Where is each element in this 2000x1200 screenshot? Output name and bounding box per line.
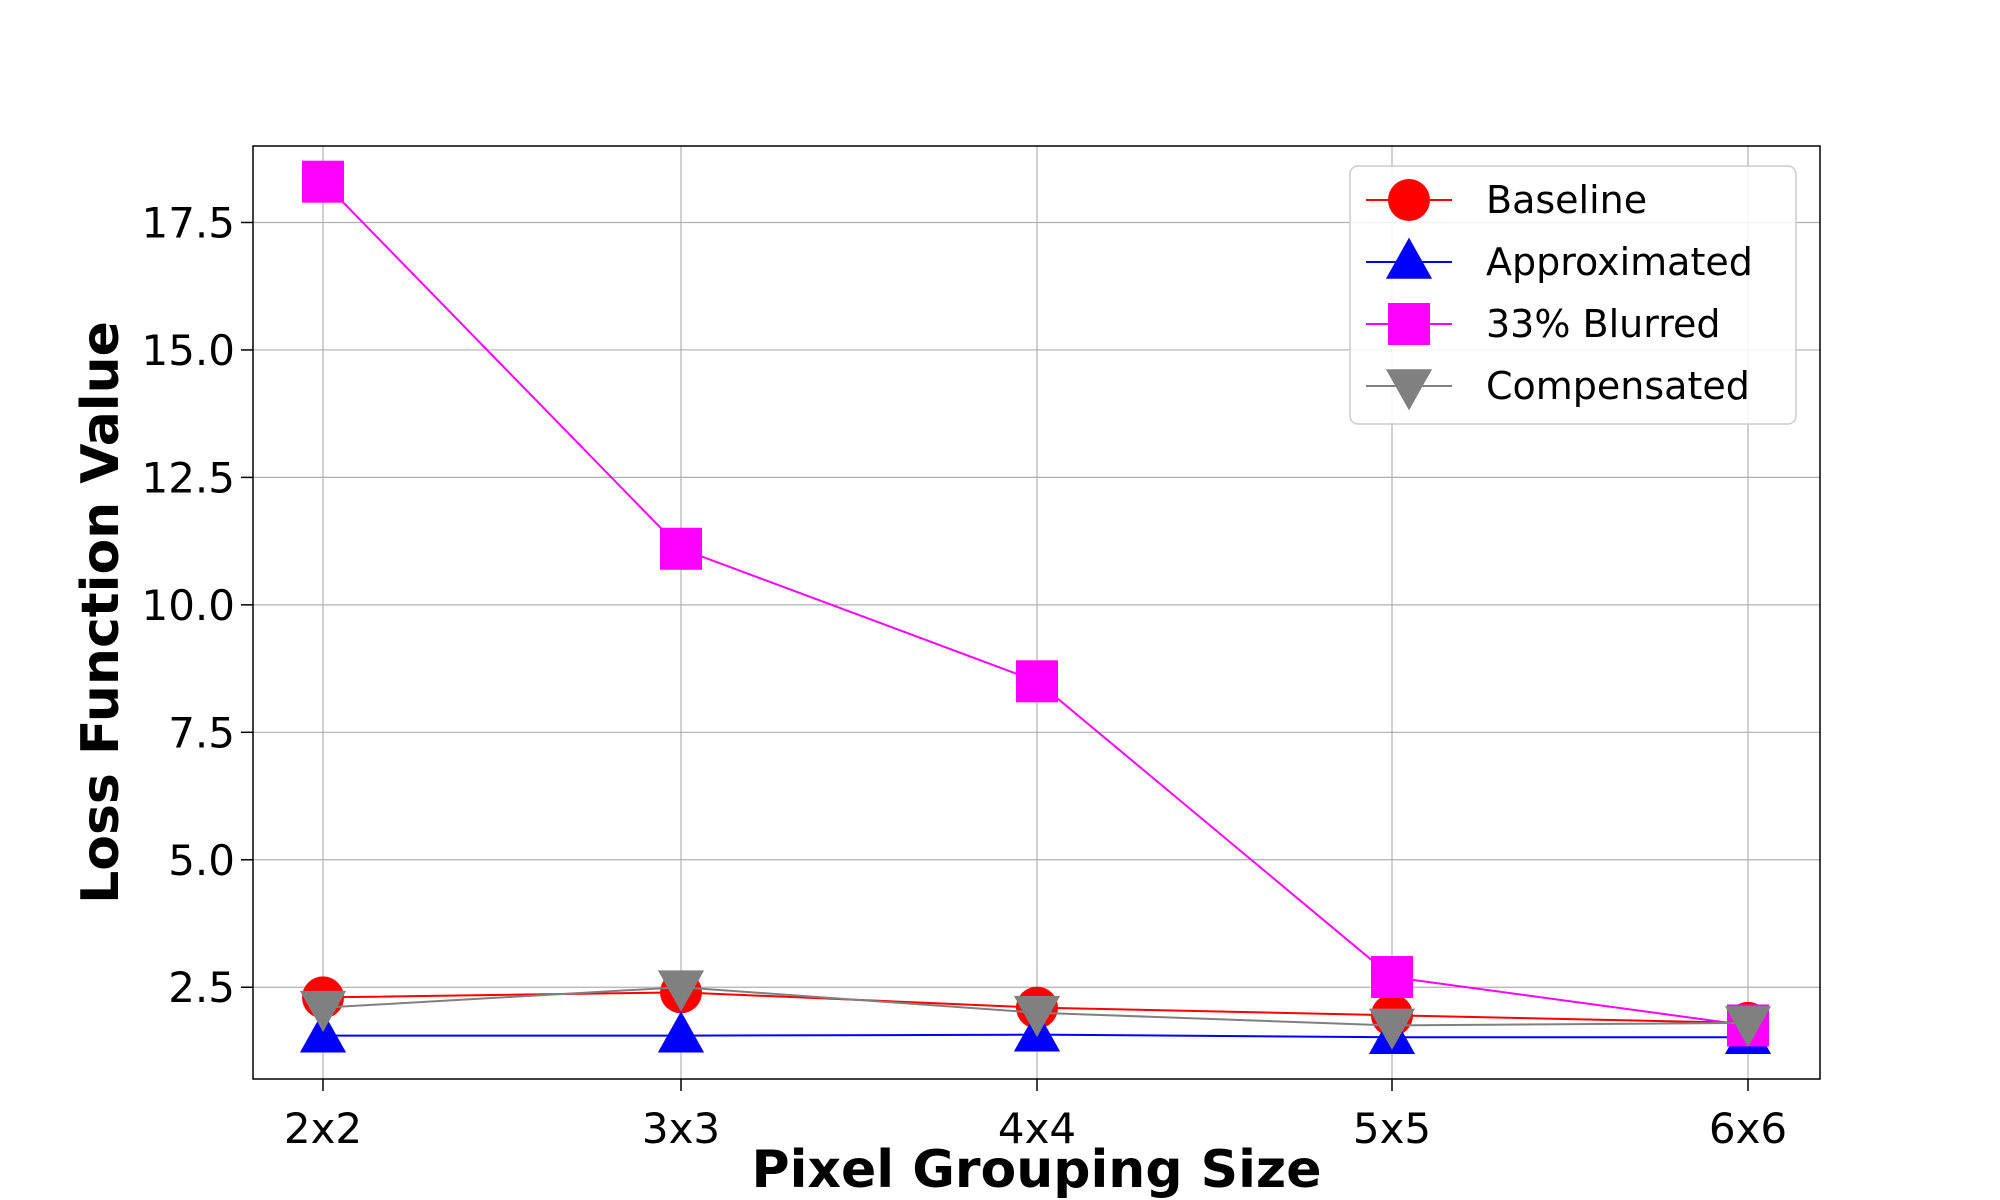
y-tick-label: 5.0 bbox=[168, 836, 235, 885]
x-tick-label: 3x3 bbox=[642, 1104, 720, 1153]
legend-item-baseline: Baseline bbox=[1366, 178, 1647, 222]
x-tick-label: 6x6 bbox=[1709, 1104, 1787, 1153]
legend-marker-33-blurred bbox=[1388, 303, 1430, 345]
legend-item-33-blurred: 33% Blurred bbox=[1366, 302, 1721, 346]
legend-marker-approximated bbox=[1385, 237, 1433, 279]
legend-label: 33% Blurred bbox=[1486, 302, 1721, 346]
data-point-33-blurred bbox=[302, 160, 344, 203]
data-point-33-blurred bbox=[1371, 956, 1413, 999]
y-tick-label: 12.5 bbox=[141, 453, 235, 502]
x-tick-label: 2x2 bbox=[284, 1104, 362, 1153]
legend-item-compensated: Compensated bbox=[1366, 364, 1750, 411]
legend-label: Baseline bbox=[1486, 178, 1647, 222]
legend-marker-compensated bbox=[1385, 369, 1433, 411]
x-axis-label: Pixel Grouping Size bbox=[752, 1140, 1322, 1200]
legend-label: Approximated bbox=[1486, 240, 1753, 284]
data-point-33-blurred bbox=[660, 527, 702, 570]
y-tick-label: 17.5 bbox=[141, 198, 235, 247]
series-layer bbox=[299, 160, 1772, 1054]
y-axis-ticks: 2.5 5.0 7.5 10.0 12.5 15.0 17.5 bbox=[141, 198, 253, 1012]
data-point-compensated bbox=[299, 990, 347, 1032]
series-compensated bbox=[299, 970, 1772, 1050]
y-tick-label: 7.5 bbox=[168, 708, 235, 757]
legend-marker-baseline bbox=[1388, 179, 1430, 221]
data-point-compensated bbox=[1013, 995, 1061, 1038]
y-tick-label: 10.0 bbox=[141, 581, 235, 630]
data-point-compensated bbox=[1368, 1008, 1416, 1050]
data-point-33-blurred bbox=[1016, 660, 1058, 703]
y-axis-label: Loss Function Value bbox=[71, 321, 131, 904]
series-33-blurred bbox=[302, 160, 1769, 1047]
x-axis-ticks: 2x2 3x3 4x4 5x5 6x6 bbox=[284, 1079, 1787, 1153]
legend-box bbox=[1349, 165, 1797, 425]
x-tick-label: 4x4 bbox=[998, 1104, 1076, 1153]
data-point-compensated bbox=[657, 970, 705, 1012]
legend: Baseline Approximated 33% Blurred Compensat… bbox=[1349, 165, 1797, 425]
x-tick-label: 5x5 bbox=[1353, 1104, 1431, 1153]
legend-item-approximated: Approximated bbox=[1366, 237, 1753, 284]
data-point-approximated bbox=[657, 1011, 705, 1053]
y-tick-label: 15.0 bbox=[141, 326, 235, 375]
legend-label: Compensated bbox=[1486, 364, 1750, 408]
data-point-compensated bbox=[1724, 1006, 1772, 1048]
y-tick-label: 2.5 bbox=[168, 963, 235, 1012]
